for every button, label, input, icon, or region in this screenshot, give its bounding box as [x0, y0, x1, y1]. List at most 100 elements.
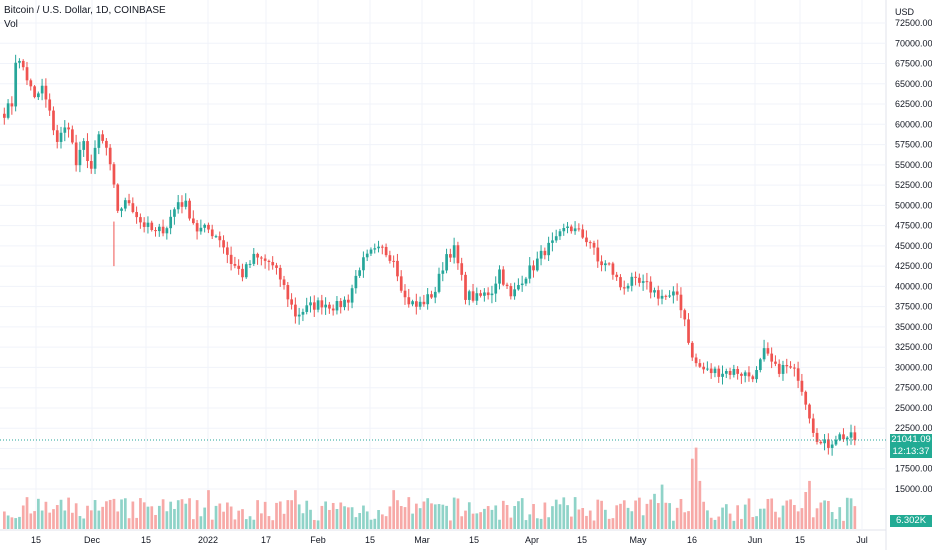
volume-bar [736, 505, 740, 529]
symbol-title[interactable]: Bitcoin / U.S. Dollar, 1D, COINBASE [4, 5, 166, 16]
candle-body [656, 290, 660, 299]
candle-body [6, 103, 10, 118]
volume-bar [728, 513, 732, 529]
price-axis[interactable]: 15000.0017500.0020000.0022500.0025000.00… [895, 18, 932, 494]
volume-bar [845, 497, 849, 529]
candle-body [267, 260, 271, 263]
volume-bar [634, 500, 637, 529]
volume-bar [592, 520, 596, 529]
volume-bars [3, 447, 857, 529]
volume-bar [78, 516, 82, 529]
volume-bar [452, 497, 456, 529]
candle-body [59, 132, 63, 142]
candle-body [343, 299, 346, 308]
candle-body [517, 285, 520, 290]
volume-bar [343, 506, 346, 529]
candle-body [82, 141, 86, 150]
time-axis[interactable]: 15 Dec 15 2022 17 Feb 15 Mar 15 Apr 15 May 16 Jun 15 Ju… [31, 535, 868, 545]
volume-bar [377, 510, 380, 529]
volume-bar [827, 500, 830, 529]
volume-bar [475, 513, 479, 529]
volume-bar [456, 498, 460, 529]
candle-body [403, 290, 407, 298]
candle-body [252, 253, 256, 264]
candle-body [588, 242, 592, 244]
volume-bar [324, 501, 327, 529]
candle-body [460, 263, 464, 275]
candle-body [210, 229, 214, 237]
candle-body [570, 226, 573, 232]
volume-bar [89, 510, 93, 529]
candle-body [377, 246, 380, 249]
candle-body [520, 283, 524, 286]
volume-bar [40, 510, 44, 529]
candle-body [615, 274, 619, 278]
volume-bar [464, 510, 467, 529]
x-tick-label: 15 [365, 535, 375, 545]
candle-body [698, 363, 702, 367]
y-tick-label: 67500.00 [895, 59, 932, 69]
candle-body [471, 291, 475, 301]
candle-body [781, 365, 785, 374]
x-tick-label: Apr [525, 535, 539, 545]
volume-bar [433, 504, 437, 529]
volume-bar [815, 508, 819, 529]
candle-body [804, 391, 808, 405]
volume-bar [176, 500, 180, 529]
volume-bar [656, 503, 660, 529]
volume-bar [672, 520, 675, 529]
volume-bar [48, 512, 52, 529]
volume-bar [403, 507, 407, 529]
volume-bar [33, 511, 36, 529]
volume-bar [834, 519, 838, 529]
candle-body [789, 366, 792, 368]
volume-bar [607, 518, 611, 529]
volume-bar [267, 516, 271, 529]
y-tick-label: 35000.00 [895, 322, 932, 332]
volume-bar [97, 510, 101, 529]
candle-body [415, 301, 418, 307]
candle-body [331, 308, 335, 311]
candle-body [437, 273, 441, 292]
candle-body [335, 301, 339, 311]
y-tick-label: 55000.00 [895, 160, 932, 170]
volume-bar [751, 517, 755, 529]
volume-bar [241, 509, 244, 529]
candle-body [105, 140, 108, 148]
volume-bar [362, 505, 365, 529]
x-tick-label: Dec [84, 535, 101, 545]
volume-bar [101, 506, 104, 529]
volume-bar [774, 511, 777, 529]
volume-bar [630, 511, 634, 529]
candle-body [683, 310, 687, 320]
candle-body [222, 240, 225, 248]
candle-body [823, 439, 826, 444]
volume-bar [105, 501, 108, 529]
volume-bar [25, 497, 29, 529]
candle-body [774, 361, 777, 364]
volume-bar [494, 505, 498, 529]
volume-bar [14, 518, 18, 529]
volume-bar [10, 517, 14, 529]
candle-body [18, 60, 21, 63]
candle-body [430, 294, 433, 298]
x-tick-label: 15 [795, 535, 805, 545]
candle-body [592, 242, 596, 248]
candle-body [146, 222, 150, 227]
volume-bar [214, 505, 218, 529]
candle-body [441, 270, 445, 274]
y-tick-label: 37500.00 [895, 302, 932, 312]
y-tick-label: 60000.00 [895, 119, 932, 129]
volume-indicator-label[interactable]: Vol [4, 19, 18, 30]
volume-bar [411, 513, 414, 529]
candle-body [127, 200, 131, 204]
volume-bar [743, 504, 747, 529]
volume-bar [604, 509, 607, 529]
candle-body [547, 242, 551, 256]
candle-body [282, 279, 286, 286]
candle-body [248, 263, 252, 265]
candle-body [131, 203, 135, 212]
y-tick-label: 17500.00 [895, 464, 932, 474]
volume-bar [785, 500, 789, 529]
